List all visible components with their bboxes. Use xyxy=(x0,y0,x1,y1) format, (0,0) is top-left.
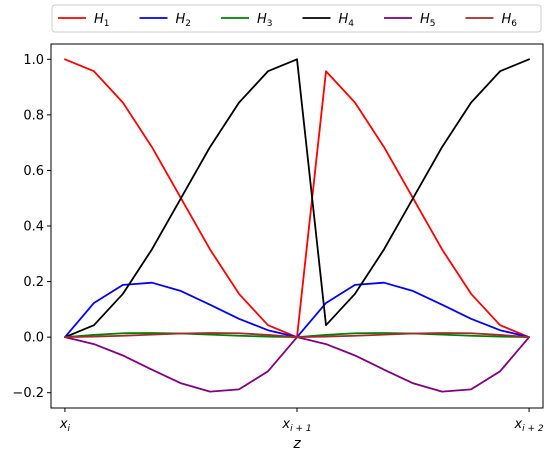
series-4-segment xyxy=(296,58,530,327)
x-axis-label: z xyxy=(292,436,301,452)
series-6-segment xyxy=(64,332,298,339)
series-4 xyxy=(64,58,530,339)
series-4-segment xyxy=(64,58,298,339)
y-tick-label: −0.2 xyxy=(12,386,44,401)
legend-label: H1 xyxy=(94,12,110,29)
series-5 xyxy=(64,336,530,393)
x-tick-label: xi + 1 xyxy=(281,417,311,434)
y-tick-label: 0.8 xyxy=(23,108,44,123)
series-1 xyxy=(64,58,530,339)
x-tick-label: xi + 2 xyxy=(513,417,543,434)
series-2 xyxy=(64,281,530,339)
legend-label: H2 xyxy=(176,12,192,29)
legend-label: H3 xyxy=(257,12,273,29)
series-2-segment xyxy=(296,281,530,339)
series-5-segment xyxy=(64,336,298,393)
y-tick-label: 0.0 xyxy=(23,331,44,346)
legend-label: H6 xyxy=(502,12,518,29)
legend-label: H4 xyxy=(339,12,355,29)
series-1-segment xyxy=(296,70,530,339)
x-axis: xi xi + 1 xi + 2 xyxy=(59,408,544,434)
plot-frame xyxy=(50,43,544,409)
series-6 xyxy=(64,332,530,339)
y-tick-label: 1.0 xyxy=(23,53,44,68)
legend-label: H5 xyxy=(420,12,436,29)
series-layer xyxy=(64,58,530,393)
series-6-segment xyxy=(296,332,530,339)
y-tick-label: 0.4 xyxy=(23,220,44,235)
y-tick-label: 0.6 xyxy=(23,164,44,179)
x-tick-label: xi xyxy=(59,417,71,434)
series-2-segment xyxy=(64,281,298,339)
legend-frame xyxy=(51,4,542,33)
y-tick-label: 0.2 xyxy=(23,275,44,290)
series-5-segment xyxy=(296,336,530,393)
y-axis: −0.2 0.0 0.2 0.4 0.6 0.8 1.0 xyxy=(12,53,51,401)
legend: H1 H2 H3 H4 H5 H6 xyxy=(51,4,542,33)
